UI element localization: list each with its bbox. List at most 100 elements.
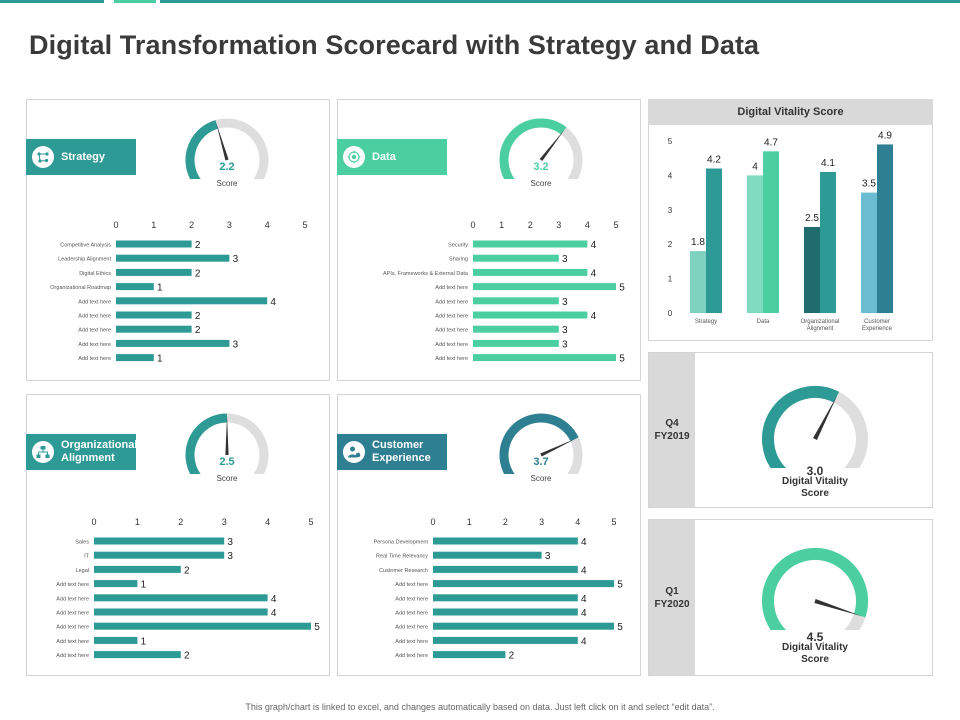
category-label: Experience	[862, 326, 893, 332]
x-tick-label: 1	[135, 517, 140, 527]
bar	[94, 622, 311, 630]
gauge-caption: Score	[530, 474, 552, 483]
y-tick-label: 1	[668, 275, 673, 284]
category-label: Competitive Analysis	[60, 243, 111, 249]
column	[861, 192, 877, 313]
category-label: Add text here	[78, 356, 111, 362]
data-icon	[343, 146, 365, 168]
category-label: Add text here	[395, 596, 428, 602]
gauge-fill	[499, 413, 579, 474]
column	[763, 151, 779, 313]
bar	[473, 240, 588, 248]
gauge-fill	[762, 548, 868, 630]
x-tick-label: 5	[302, 220, 307, 230]
category-label: Add text here	[56, 596, 89, 602]
bar-value-label: 4	[581, 565, 587, 576]
category-label: Add text here	[56, 611, 89, 617]
x-tick-label: 1	[151, 220, 156, 230]
q4-fy2019-gauge: 3.0 Digital Vitality Score	[754, 378, 876, 500]
x-tick-label: 2	[528, 220, 533, 230]
gauge-needle	[814, 598, 862, 617]
category-label: Customer	[864, 319, 890, 325]
footer-note: This graph/chart is linked to excel, and…	[245, 702, 715, 712]
gauge-caption-line: Score	[801, 488, 829, 499]
gauge-value: 2.5	[219, 456, 235, 468]
bar	[473, 339, 559, 347]
bar-value-label: 4	[581, 608, 587, 619]
top-accent-bar	[0, 0, 960, 3]
bar	[94, 594, 268, 602]
x-tick-label: 5	[611, 517, 616, 527]
category-label: Add text here	[435, 328, 468, 334]
bar	[473, 268, 588, 276]
column-value-label: 4	[752, 161, 758, 172]
category-label: Leadership Alignment	[58, 257, 111, 263]
bar	[94, 651, 181, 659]
gauge-fill	[762, 386, 840, 468]
bar	[473, 254, 559, 262]
category-label: Digital Ethics	[79, 271, 111, 277]
category-label: Add text here	[78, 314, 111, 320]
category-label: Add text here	[395, 625, 428, 631]
strategy-tag-label: Strategy	[61, 150, 106, 163]
bar-value-label: 3	[233, 339, 239, 350]
bar-value-label: 1	[157, 283, 163, 294]
bar-value-label: 2	[184, 651, 190, 662]
gauge-dial	[499, 118, 583, 179]
x-tick-label: 4	[265, 517, 270, 527]
bar	[94, 565, 181, 573]
category-label: Sharing	[449, 257, 468, 263]
bar	[433, 551, 542, 559]
bar	[116, 297, 268, 305]
bar	[116, 268, 192, 276]
category-label: IT	[84, 554, 90, 560]
gauge-value: 4.5	[806, 630, 824, 644]
quarter-label-line: FY2019	[654, 431, 690, 442]
quarter-label-line: Q1	[665, 585, 679, 597]
category-label: Strategy	[695, 319, 717, 325]
category-label: Add text here	[435, 285, 468, 291]
gauge-needle	[216, 122, 229, 161]
accent-segment	[0, 0, 104, 3]
y-tick-label: 0	[668, 309, 673, 318]
bar-value-label: 2	[509, 651, 515, 662]
bar-value-label: 4	[271, 608, 277, 619]
gauge-fill	[185, 413, 228, 474]
x-tick-label: 0	[430, 517, 435, 527]
gauge-needle	[225, 416, 229, 455]
category-label: Add text here	[78, 328, 111, 334]
category-label: Persona Development	[374, 540, 429, 546]
gauge-caption-line: Score	[801, 654, 829, 665]
bar-value-label: 4	[591, 240, 597, 251]
bar-value-label: 2	[195, 325, 201, 336]
bar-value-label: 5	[617, 622, 623, 633]
x-tick-label: 0	[470, 220, 475, 230]
y-tick-label: 4	[668, 171, 673, 180]
bar	[433, 608, 578, 616]
gauge-fill	[499, 118, 567, 179]
column-value-label: 4.2	[707, 155, 721, 166]
category-label: Add text here	[78, 342, 111, 348]
gauge-fill	[185, 120, 219, 179]
q1-fy2020-panel: Q1 FY2020	[648, 519, 933, 676]
gauge-value: 3.2	[533, 161, 549, 173]
y-tick-label: 5	[668, 137, 673, 146]
gauge-dial	[762, 548, 868, 630]
category-label: Add text here	[435, 299, 468, 305]
gauge-dial	[762, 386, 868, 468]
x-tick-label: 3	[222, 517, 227, 527]
page-title: Digital Transformation Scorecard with St…	[29, 30, 760, 60]
bar	[116, 311, 192, 319]
gauge-caption: Digital Vitality Score	[754, 476, 876, 500]
customer-experience-gauge: 3.7 Score	[494, 408, 588, 488]
category-label: Add text here	[56, 653, 89, 659]
data-tag: Data	[337, 139, 447, 175]
category-label: Add text here	[435, 356, 468, 362]
category-label: Sales	[75, 540, 89, 546]
customer-experience-tag-label: Customer Experience	[372, 439, 431, 464]
category-label: Alignment	[807, 326, 834, 332]
category-label: Data	[757, 319, 770, 325]
x-tick-label: 3	[556, 220, 561, 230]
bar-value-label: 5	[619, 283, 625, 294]
bar	[433, 594, 578, 602]
